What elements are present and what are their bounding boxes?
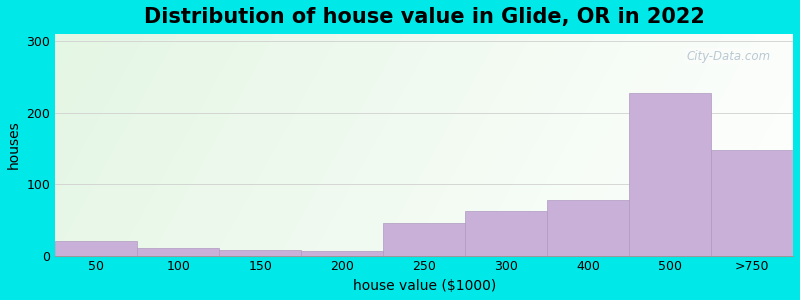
Title: Distribution of house value in Glide, OR in 2022: Distribution of house value in Glide, OR… <box>144 7 705 27</box>
Bar <box>547 200 629 256</box>
Bar <box>383 224 465 256</box>
Bar <box>55 241 138 256</box>
Y-axis label: houses: houses <box>7 121 21 169</box>
Bar <box>138 248 219 256</box>
Bar <box>629 93 711 256</box>
Bar <box>711 150 793 256</box>
Bar <box>219 250 301 256</box>
Text: City-Data.com: City-Data.com <box>686 50 771 63</box>
X-axis label: house value ($1000): house value ($1000) <box>353 279 496 293</box>
Bar <box>301 251 383 256</box>
Bar <box>465 211 547 256</box>
